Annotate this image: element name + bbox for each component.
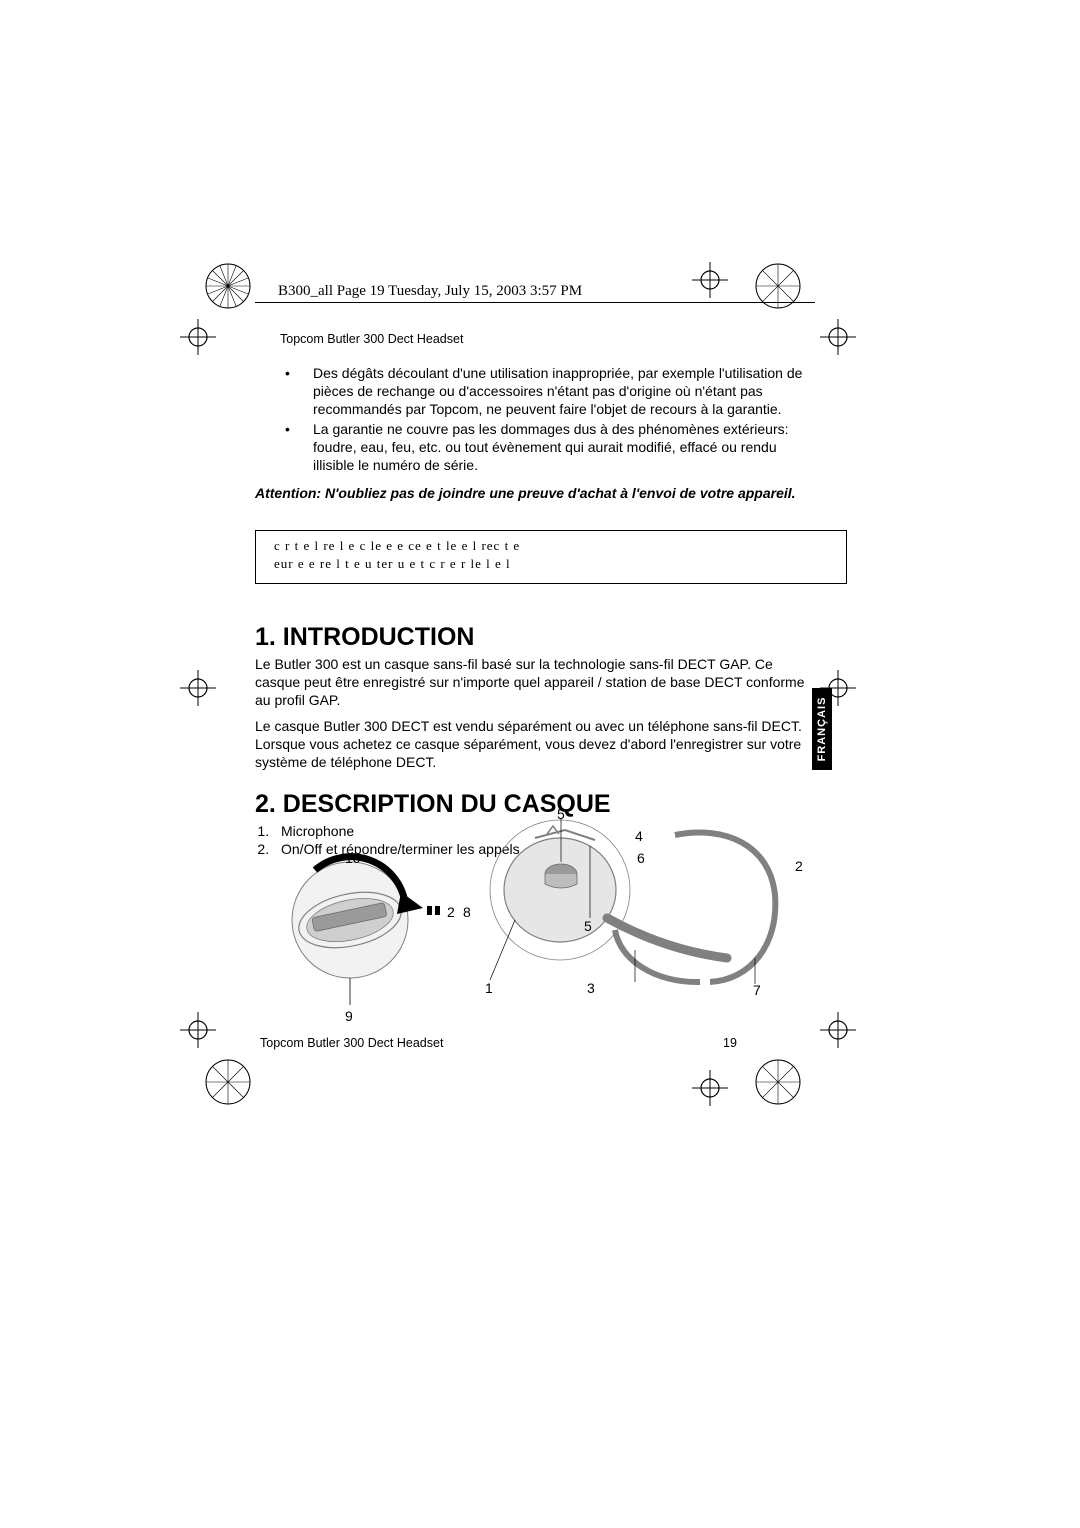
boxed-line1: c r t e l re l e c le e e ce e t le e l … — [274, 537, 828, 555]
crossmark-tl2 — [180, 319, 216, 355]
footer-doc-title: Topcom Butler 300 Dect Headset — [260, 1036, 443, 1050]
boxed-line2: eur e e re l t e u ter u e t c r e r le … — [274, 555, 828, 573]
print-header: B300_all Page 19 Tuesday, July 15, 2003 … — [278, 283, 582, 300]
warranty-bullets: Des dégâts découlant d'une utilisation i… — [255, 365, 815, 476]
header-separator — [255, 302, 815, 303]
section-1-heading: 1. INTRODUCTION — [255, 623, 474, 652]
diagram-label-8: 8 — [463, 904, 471, 920]
bullet-item: La garantie ne couvre pas les dommages d… — [285, 421, 815, 475]
diagram-label-1: 1 — [485, 980, 493, 996]
doc-title-top: Topcom Butler 300 Dect Headset — [280, 332, 463, 346]
crossmark-br — [692, 1070, 728, 1106]
regmark-bl — [200, 1054, 256, 1110]
regmark-br — [750, 1054, 806, 1110]
footer-page-number: 19 — [723, 1036, 737, 1050]
attention-note: Attention: N'oubliez pas de joindre une … — [255, 484, 815, 502]
crossmark-ml — [180, 670, 216, 706]
boxed-note: c r t e l re l e c le e e ce e t le e l … — [255, 530, 847, 584]
intro-paragraph-2: Le casque Butler 300 DECT est vendu sépa… — [255, 718, 815, 772]
crossmark-tr — [692, 262, 728, 298]
diagram-label-2: 2 — [795, 858, 803, 874]
crossmark-tr2 — [820, 319, 856, 355]
diagram-label-4: 4 — [635, 828, 643, 844]
regmark-tr — [750, 258, 806, 314]
language-tab: FRANÇAIS — [812, 688, 832, 770]
diagram-label-10: 10 — [345, 850, 361, 866]
headset-drawing — [490, 818, 775, 984]
dial-detail — [285, 857, 440, 1005]
diagram-label-6: 6 — [637, 850, 645, 866]
diagram-label-5b: 5 — [584, 918, 592, 934]
regmark-tl — [200, 258, 256, 314]
diagram-label-5: 5 — [557, 806, 565, 822]
crossmark-bl2 — [180, 1012, 216, 1048]
crossmark-br2 — [820, 1012, 856, 1048]
headset-diagram: 10 2 8 9 5 4 6 2 5 1 3 7 — [255, 810, 815, 1030]
diagram-label-2b: 2 — [447, 904, 455, 920]
diagram-label-3: 3 — [587, 980, 595, 996]
diagram-label-7: 7 — [753, 982, 761, 998]
diagram-label-9: 9 — [345, 1008, 353, 1024]
bullet-item: Des dégâts découlant d'une utilisation i… — [285, 365, 815, 419]
intro-paragraph-1: Le Butler 300 est un casque sans-fil bas… — [255, 656, 815, 710]
language-tab-label: FRANÇAIS — [816, 697, 828, 762]
